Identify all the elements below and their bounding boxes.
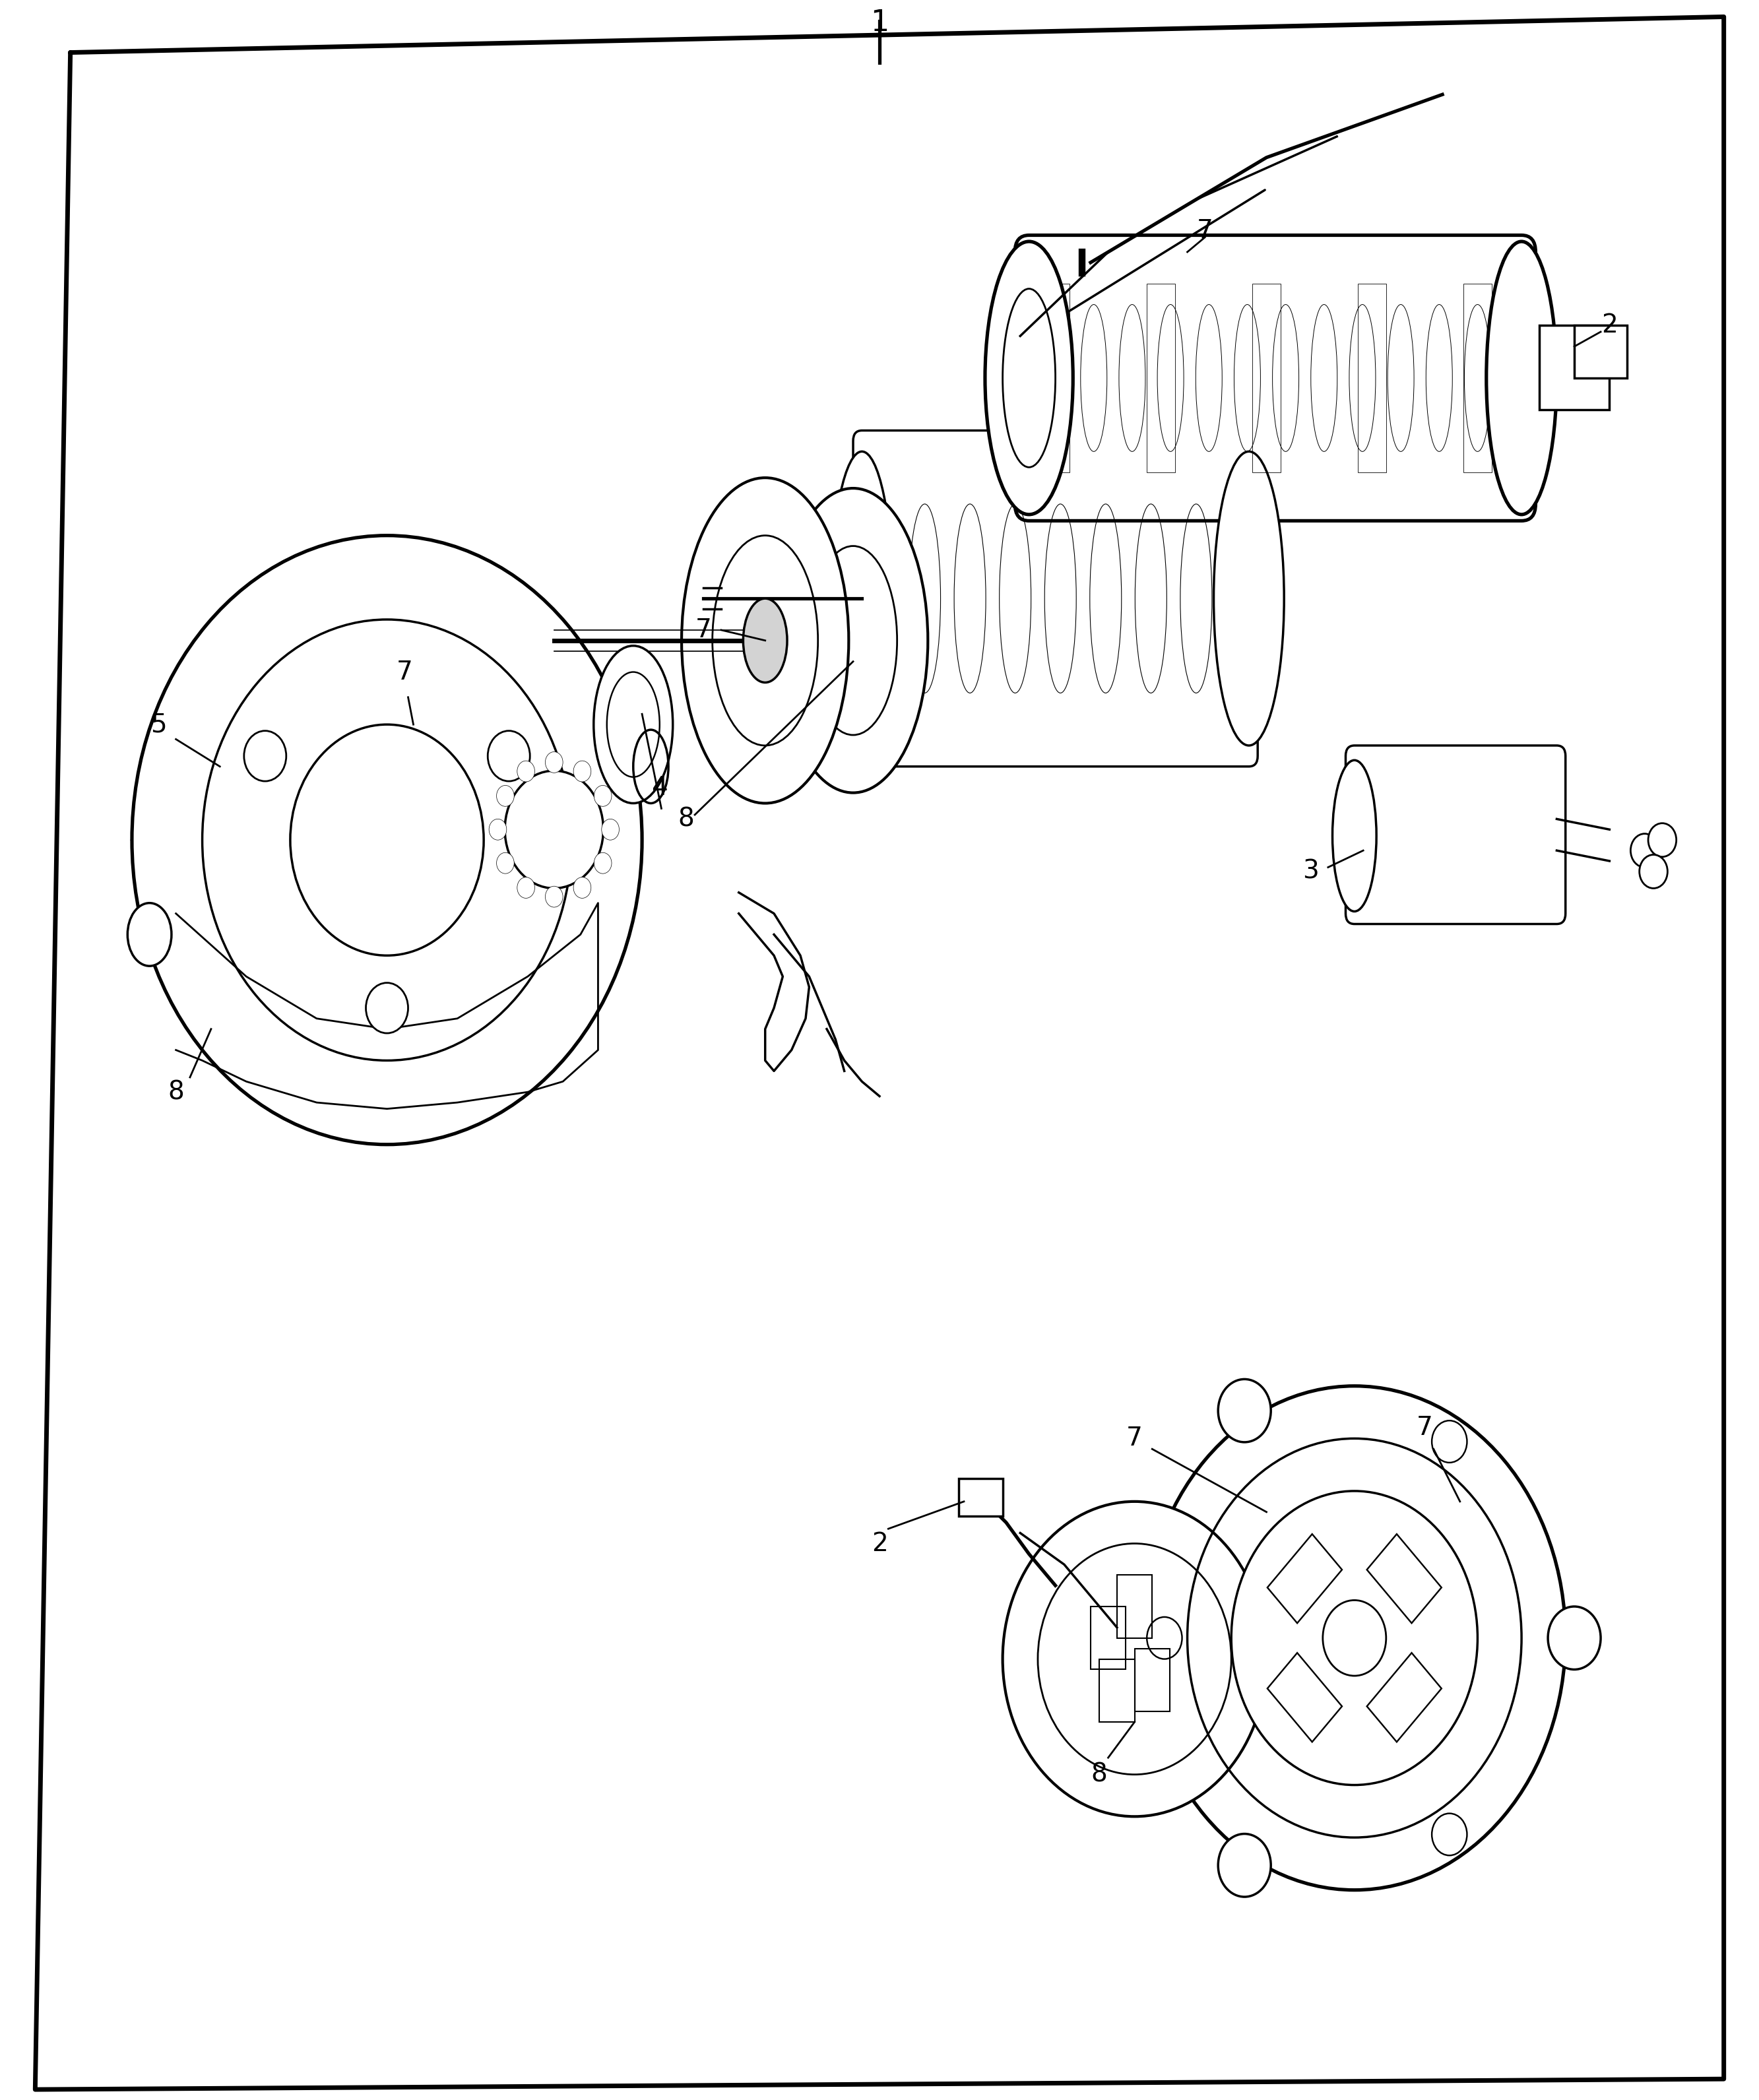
Text: 7: 7 xyxy=(1126,1426,1143,1451)
Ellipse shape xyxy=(712,536,818,746)
Ellipse shape xyxy=(985,242,1073,514)
Circle shape xyxy=(245,731,287,781)
Bar xyxy=(1539,326,1609,410)
Circle shape xyxy=(487,731,529,781)
Circle shape xyxy=(496,853,514,874)
FancyBboxPatch shape xyxy=(1015,235,1536,521)
Bar xyxy=(1041,284,1069,472)
Circle shape xyxy=(595,853,612,874)
Bar xyxy=(1135,1649,1170,1712)
FancyBboxPatch shape xyxy=(853,430,1258,766)
Bar xyxy=(1091,1606,1126,1670)
Text: 7: 7 xyxy=(396,659,413,685)
Ellipse shape xyxy=(1333,760,1377,911)
Text: 8: 8 xyxy=(167,1079,185,1105)
Bar xyxy=(1268,1535,1342,1623)
Ellipse shape xyxy=(742,598,788,683)
Text: 7: 7 xyxy=(1416,1415,1434,1441)
Bar xyxy=(1268,1653,1342,1741)
Circle shape xyxy=(1217,1380,1270,1443)
Circle shape xyxy=(1432,1814,1467,1856)
Bar xyxy=(1574,326,1627,378)
Circle shape xyxy=(1147,1617,1182,1659)
Circle shape xyxy=(595,785,612,806)
Bar xyxy=(1117,1575,1152,1638)
Circle shape xyxy=(573,878,591,899)
Ellipse shape xyxy=(682,479,850,802)
Circle shape xyxy=(1003,1501,1266,1816)
Circle shape xyxy=(1631,834,1659,867)
Circle shape xyxy=(602,819,619,840)
Circle shape xyxy=(366,983,408,1033)
Circle shape xyxy=(1648,823,1676,857)
Text: 1: 1 xyxy=(871,8,888,38)
Circle shape xyxy=(517,760,535,781)
Circle shape xyxy=(1217,1833,1270,1896)
Bar xyxy=(1367,1653,1441,1741)
Text: 3: 3 xyxy=(1302,859,1319,884)
Ellipse shape xyxy=(809,546,897,735)
Circle shape xyxy=(1231,1491,1478,1785)
Ellipse shape xyxy=(830,452,892,746)
Ellipse shape xyxy=(128,903,172,966)
Text: 8: 8 xyxy=(1091,1762,1108,1787)
Circle shape xyxy=(517,878,535,899)
Circle shape xyxy=(496,785,514,806)
Bar xyxy=(1099,1659,1135,1722)
Ellipse shape xyxy=(1214,452,1284,746)
Circle shape xyxy=(1143,1386,1566,1890)
Circle shape xyxy=(132,536,642,1144)
Text: 2: 2 xyxy=(871,1531,888,1556)
Circle shape xyxy=(1639,855,1668,888)
Ellipse shape xyxy=(595,645,672,802)
Circle shape xyxy=(573,760,591,781)
Bar xyxy=(1147,284,1175,472)
Circle shape xyxy=(1548,1606,1601,1670)
Text: 7: 7 xyxy=(1196,218,1214,244)
Text: 4: 4 xyxy=(651,775,668,800)
Ellipse shape xyxy=(1486,242,1557,514)
Circle shape xyxy=(505,771,603,888)
Bar xyxy=(959,1478,1003,1516)
Ellipse shape xyxy=(777,489,929,794)
Circle shape xyxy=(545,886,563,907)
Bar xyxy=(1252,284,1281,472)
Bar xyxy=(1367,1535,1441,1623)
FancyBboxPatch shape xyxy=(1346,746,1566,924)
Circle shape xyxy=(545,752,563,773)
Text: 7: 7 xyxy=(695,617,712,643)
Text: 5: 5 xyxy=(150,712,167,737)
Bar xyxy=(1463,284,1492,472)
Bar xyxy=(1358,284,1386,472)
Circle shape xyxy=(1432,1420,1467,1462)
Text: 8: 8 xyxy=(677,806,695,832)
Circle shape xyxy=(489,819,507,840)
Text: 2: 2 xyxy=(1601,313,1618,338)
